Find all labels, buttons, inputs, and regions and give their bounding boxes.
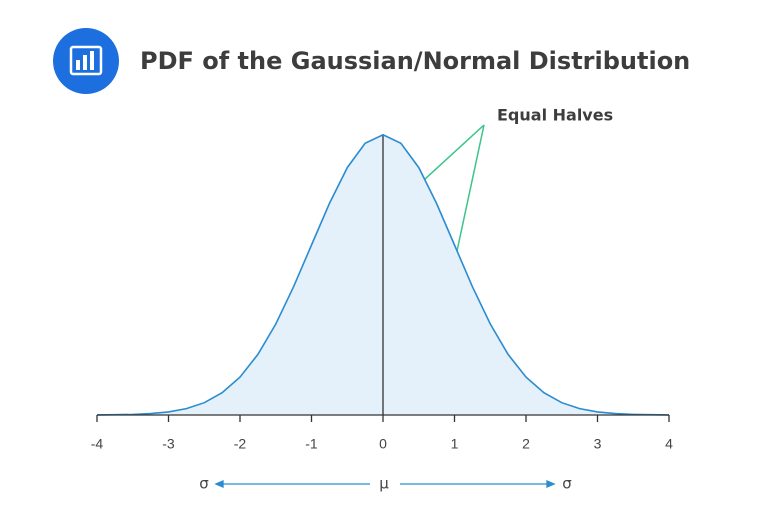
curve xyxy=(96,133,670,416)
x-tick-label: 3 xyxy=(594,436,602,452)
arrows xyxy=(214,480,556,488)
x-tick-label: -1 xyxy=(305,436,318,452)
x-tick-label: -3 xyxy=(162,436,175,452)
sigma-label: σ xyxy=(562,475,572,493)
x-tick-label: 1 xyxy=(451,436,459,452)
icon-bars xyxy=(76,51,94,70)
annotation: Equal Halves xyxy=(497,106,613,125)
chart-title: PDF of the Gaussian/Normal Distribution xyxy=(140,47,690,75)
x-tick-label: 0 xyxy=(379,436,387,452)
x-tick-label: 4 xyxy=(665,436,673,452)
x-tick-label: -4 xyxy=(91,436,104,452)
x-tick-label: 2 xyxy=(522,436,530,452)
annotation-line xyxy=(453,124,485,266)
mu-label: μ xyxy=(379,475,389,493)
icon-glyph xyxy=(69,45,103,76)
sigma-label: σ xyxy=(199,475,209,493)
x-tick-label: -2 xyxy=(234,436,247,452)
